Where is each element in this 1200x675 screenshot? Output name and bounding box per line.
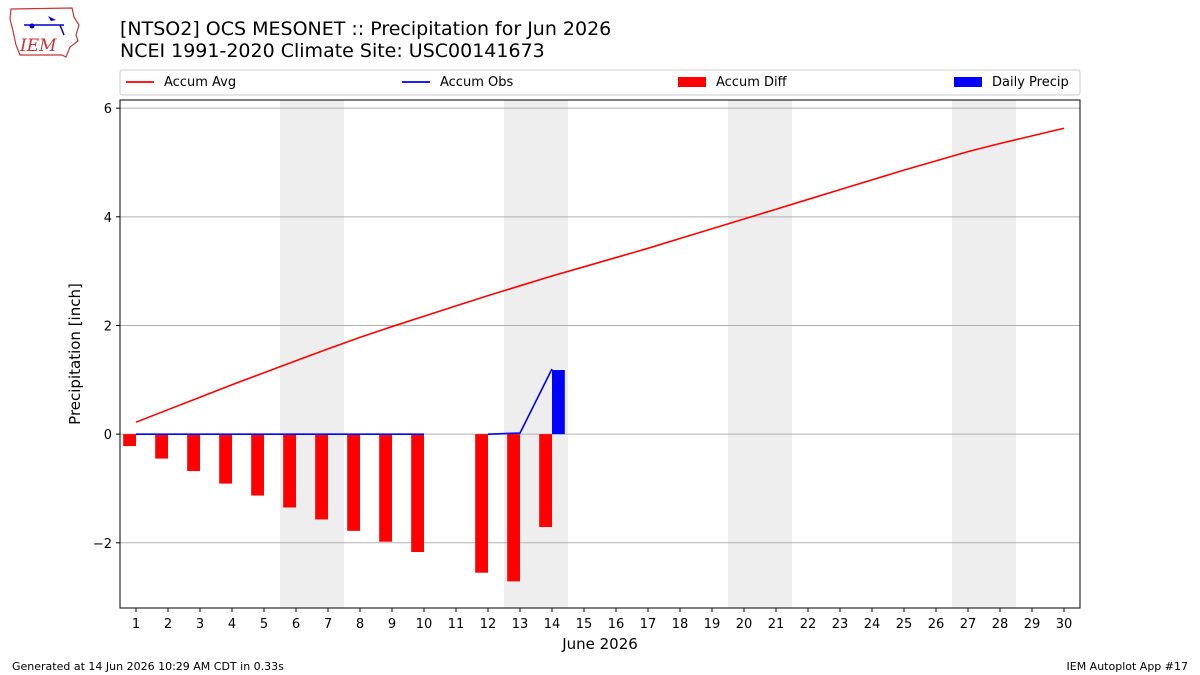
iem-logo: IEM bbox=[9, 7, 80, 58]
weekend-band-20 bbox=[728, 100, 760, 608]
x-tick-label: 16 bbox=[608, 617, 625, 632]
legend-swatch-daily-precip bbox=[954, 77, 982, 87]
x-tick-label: 9 bbox=[388, 617, 396, 632]
y-tick-label: 4 bbox=[104, 211, 112, 226]
y-axis-ticks: −2 0 2 4 6 bbox=[93, 102, 120, 552]
x-tick-label: 19 bbox=[704, 617, 721, 632]
x-tick-label: 17 bbox=[640, 617, 657, 632]
legend: Accum Avg Accum Obs Accum Diff Daily Precip bbox=[119, 69, 1081, 96]
accum-diff-bar-14 bbox=[539, 434, 552, 528]
legend-label-accum-obs: Accum Obs bbox=[440, 75, 513, 90]
x-tick-label: 14 bbox=[544, 617, 561, 632]
x-tick-label: 13 bbox=[512, 617, 529, 632]
bar-marks bbox=[123, 370, 565, 582]
x-tick-label: 25 bbox=[896, 617, 913, 632]
x-tick-label: 18 bbox=[672, 617, 689, 632]
accum-diff-bar-1 bbox=[123, 434, 136, 447]
x-tick-label: 12 bbox=[480, 617, 497, 632]
accum-diff-bar-13 bbox=[507, 434, 520, 582]
x-tick-label: 27 bbox=[960, 617, 977, 632]
accum-diff-bar-2 bbox=[155, 434, 168, 459]
weekend-band-7 bbox=[312, 100, 344, 608]
legend-label-daily-precip: Daily Precip bbox=[992, 75, 1069, 90]
accum-diff-bar-9 bbox=[379, 434, 392, 542]
chart-subtitle: NCEI 1991-2020 Climate Site: USC00141673 bbox=[120, 40, 545, 62]
weekend-band-21 bbox=[760, 100, 792, 608]
x-tick-label: 23 bbox=[832, 617, 849, 632]
x-tick-label: 5 bbox=[260, 617, 268, 632]
x-tick-label: 30 bbox=[1056, 617, 1073, 632]
accum-diff-bar-7 bbox=[315, 434, 328, 520]
x-tick-label: 22 bbox=[800, 617, 817, 632]
x-tick-label: 28 bbox=[992, 617, 1009, 632]
x-tick-label: 2 bbox=[164, 617, 172, 632]
x-axis-label: June 2026 bbox=[561, 635, 638, 653]
x-tick-label: 26 bbox=[928, 617, 945, 632]
x-axis-ticks: 1 2 3 4 5 6 7 8 9 10 11 12 13 14 15 16 17 18 19 20 21 22 23 24 2… bbox=[132, 608, 1072, 632]
footer-generated: Generated at 14 Jun 2026 10:29 AM CDT in… bbox=[12, 660, 284, 673]
accum-diff-bar-12 bbox=[475, 434, 488, 573]
accum-diff-bar-10 bbox=[411, 434, 424, 553]
x-tick-label: 1 bbox=[132, 617, 140, 632]
accum-avg-line-1 bbox=[135, 127, 1065, 423]
footer-app: IEM Autoplot App #17 bbox=[1066, 660, 1189, 673]
x-tick-label: 6 bbox=[292, 617, 300, 632]
line-marks bbox=[135, 127, 1065, 435]
x-tick-label: 8 bbox=[356, 617, 364, 632]
legend-swatch-accum-diff bbox=[678, 77, 706, 87]
accum-diff-bar-6 bbox=[283, 434, 296, 508]
y-tick-label: 0 bbox=[104, 428, 112, 443]
weekend-band-28 bbox=[984, 100, 1016, 608]
legend-label-accum-diff: Accum Diff bbox=[716, 75, 788, 90]
x-tick-label: 3 bbox=[196, 617, 204, 632]
y-axis-label: Precipitation [inch] bbox=[66, 283, 84, 425]
x-tick-label: 4 bbox=[228, 617, 236, 632]
weekend-band-6 bbox=[280, 100, 312, 608]
x-tick-label: 7 bbox=[324, 617, 332, 632]
iowa-state-map-icon bbox=[9, 7, 80, 58]
accum-diff-bar-8 bbox=[347, 434, 360, 531]
legend-label-accum-avg: Accum Avg bbox=[164, 75, 236, 90]
x-tick-label: 24 bbox=[864, 617, 881, 632]
y-tick-label: −2 bbox=[93, 537, 112, 552]
x-tick-label: 29 bbox=[1024, 617, 1041, 632]
x-tick-label: 21 bbox=[768, 617, 785, 632]
legend-box bbox=[119, 69, 1081, 96]
accum-diff-bar-4 bbox=[219, 434, 232, 484]
accum-diff-bar-5 bbox=[251, 434, 264, 496]
weekend-band-27 bbox=[952, 100, 984, 608]
x-tick-label: 11 bbox=[448, 617, 465, 632]
x-tick-label: 15 bbox=[576, 617, 593, 632]
accum-obs-line-2 bbox=[487, 368, 553, 435]
accum-diff-bar-3 bbox=[187, 434, 200, 472]
plot-frame bbox=[119, 99, 1081, 609]
weekend-band-14 bbox=[536, 100, 568, 608]
logo-text: IEM bbox=[19, 36, 57, 56]
weekend-shading bbox=[280, 100, 1016, 608]
y-tick-label: 2 bbox=[104, 319, 112, 334]
x-tick-label: 10 bbox=[416, 617, 433, 632]
chart-title: [NTSO2] OCS MESONET :: Precipitation for… bbox=[120, 18, 612, 40]
y-gridlines bbox=[120, 107, 1080, 544]
y-tick-label: 6 bbox=[104, 102, 112, 117]
x-tick-label: 20 bbox=[736, 617, 753, 632]
daily-precip-bar-14 bbox=[552, 370, 565, 435]
